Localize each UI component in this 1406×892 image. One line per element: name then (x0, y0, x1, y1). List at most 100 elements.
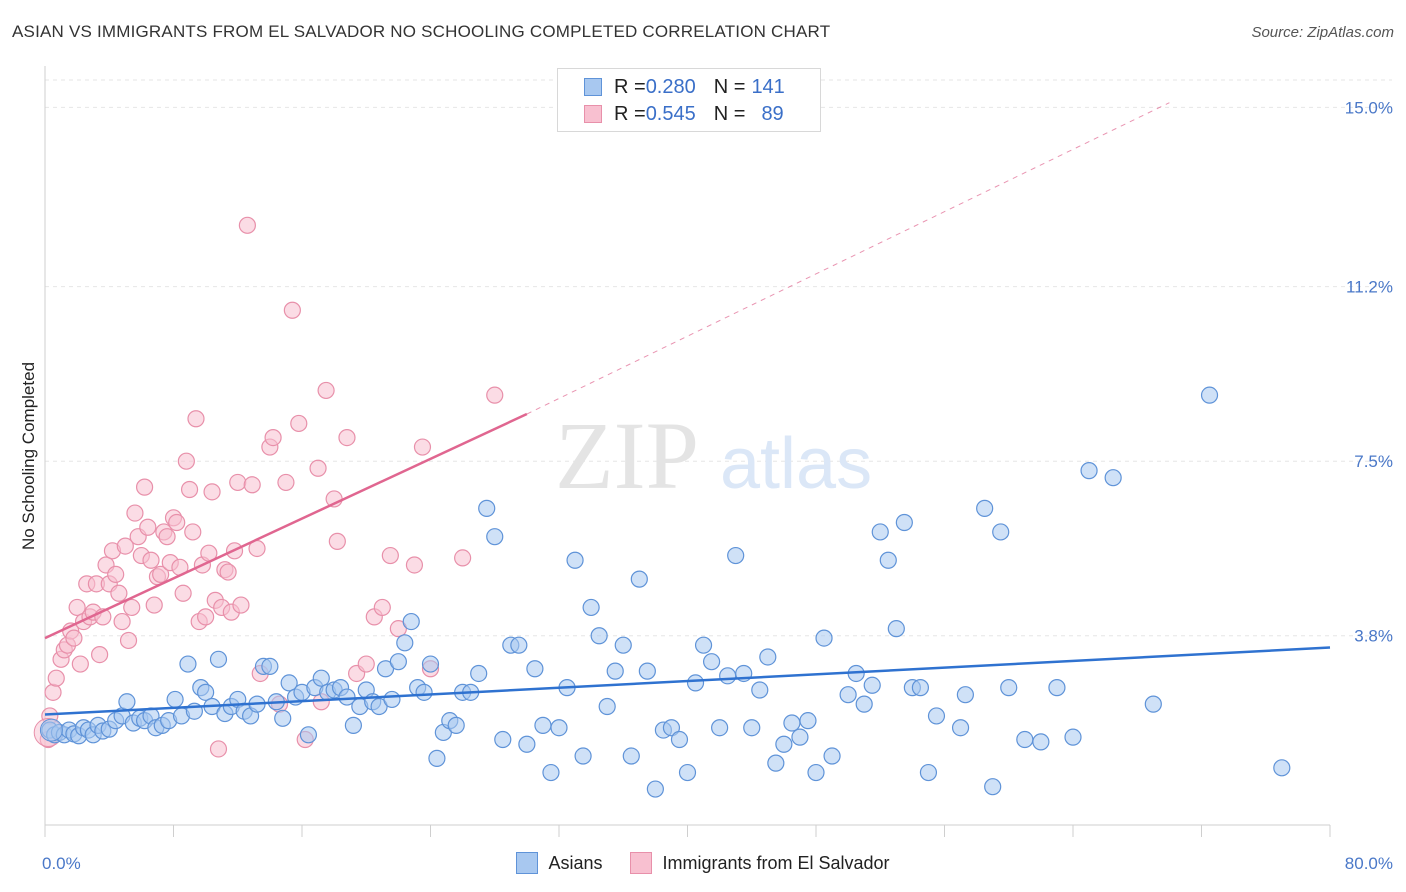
salvador-point (309, 459, 327, 477)
asian-point (486, 528, 504, 546)
salvador-point (197, 608, 215, 626)
salvador-point (203, 483, 221, 501)
asian-point (1273, 759, 1291, 777)
asian-point (622, 747, 640, 765)
salvador-point (119, 631, 138, 650)
salvador-point (180, 480, 199, 499)
asian-point (1048, 679, 1066, 697)
salvador-point (142, 551, 160, 569)
asian-point (312, 669, 330, 687)
legend-n-value: 89 (761, 102, 784, 125)
asian-point (389, 653, 407, 671)
watermark-atlas: atlas (720, 424, 872, 504)
salvador-point (168, 513, 186, 532)
asian-point (614, 636, 632, 654)
asian-point (694, 636, 713, 654)
salvador-point (152, 565, 170, 584)
asian-point (470, 664, 488, 683)
x-tick-label-0: 0.0% (42, 854, 81, 873)
asian-point (630, 570, 648, 588)
asian-point (526, 660, 544, 678)
asian-point (855, 695, 873, 713)
salvador-point (139, 518, 157, 536)
salvador-point (381, 546, 399, 565)
asian-point (638, 662, 656, 680)
source-label: Source: ZipAtlas.com (1251, 24, 1394, 41)
asian-point (197, 683, 215, 701)
salvador-point (373, 598, 391, 617)
legend-r-label: R = (614, 102, 646, 125)
salvador-point (357, 655, 375, 673)
salvador-point (135, 478, 154, 496)
asian-point (606, 662, 624, 680)
asian-point (1032, 733, 1050, 751)
asian-point (863, 676, 881, 694)
salvador-point (454, 549, 472, 567)
asian-point (823, 747, 841, 765)
y-axis-label: No Schooling Completed (19, 362, 38, 550)
y-tick-label-1: 7.5% (1354, 452, 1393, 471)
watermark-zip: ZIP (555, 402, 699, 509)
asian-point (984, 778, 1002, 796)
asian-point (402, 612, 420, 631)
asian-point (1000, 679, 1018, 697)
legend-r-value: 0.545 (645, 102, 696, 125)
asian-point (1016, 730, 1034, 749)
asian-point (1144, 695, 1162, 713)
asian-point (956, 686, 974, 704)
asian-point (566, 551, 584, 569)
asian-point (743, 719, 761, 737)
asian-point (574, 747, 592, 765)
asian-point (478, 499, 496, 517)
x-tick-label-1: 80.0% (1345, 854, 1393, 873)
salvador-point (290, 414, 308, 433)
y-tick-label-3: 15.0% (1345, 98, 1393, 117)
salvador-point (238, 216, 256, 234)
gridlines (45, 79, 1392, 637)
asian-point (799, 712, 817, 730)
asian-point (1080, 462, 1098, 480)
asian-points (39, 386, 1291, 798)
salvador-point (184, 523, 202, 541)
asian-point (992, 523, 1010, 541)
salvador-point (232, 596, 250, 614)
asian-point (209, 650, 228, 668)
asian-point (919, 763, 938, 782)
y-tick-label-2: 11.2% (1346, 278, 1393, 297)
asian-point (344, 716, 362, 734)
asian-point (807, 763, 825, 782)
asian-point (542, 763, 560, 782)
asian-point (727, 546, 745, 565)
bottom-legend: Asians Immigrants from El Salvador (0, 852, 1406, 874)
salvador-point (177, 452, 195, 470)
asian-point (280, 674, 298, 692)
salvador-point (126, 504, 144, 522)
asian-point (719, 667, 737, 685)
asian-point (791, 728, 809, 746)
asian-point (775, 735, 793, 753)
asian-point (510, 636, 528, 654)
salvador-point (486, 386, 504, 404)
asian-point (534, 716, 552, 734)
asian-point (783, 714, 801, 732)
salvador-point (283, 301, 301, 319)
asian-point (166, 690, 184, 709)
asian-point (879, 551, 897, 569)
asian-point (494, 730, 512, 749)
salvador-point (338, 429, 356, 447)
salvador-point (174, 584, 192, 602)
salvador-point (107, 565, 125, 584)
trend-lines (44, 102, 1331, 716)
asian-point (396, 634, 414, 652)
legend-row-salvador: R = 0.545 N = 89 (584, 101, 784, 127)
asian-point (518, 735, 536, 753)
salvador-points (33, 216, 504, 758)
asian-point (590, 627, 608, 645)
asian-point (261, 657, 279, 676)
asian-trend-line (44, 646, 1331, 716)
legend-r-value: 0.280 (645, 75, 696, 98)
legend-n-value: 141 (751, 75, 785, 98)
bottom-legend-asians: Asians (516, 852, 602, 874)
asian-point (711, 719, 729, 737)
